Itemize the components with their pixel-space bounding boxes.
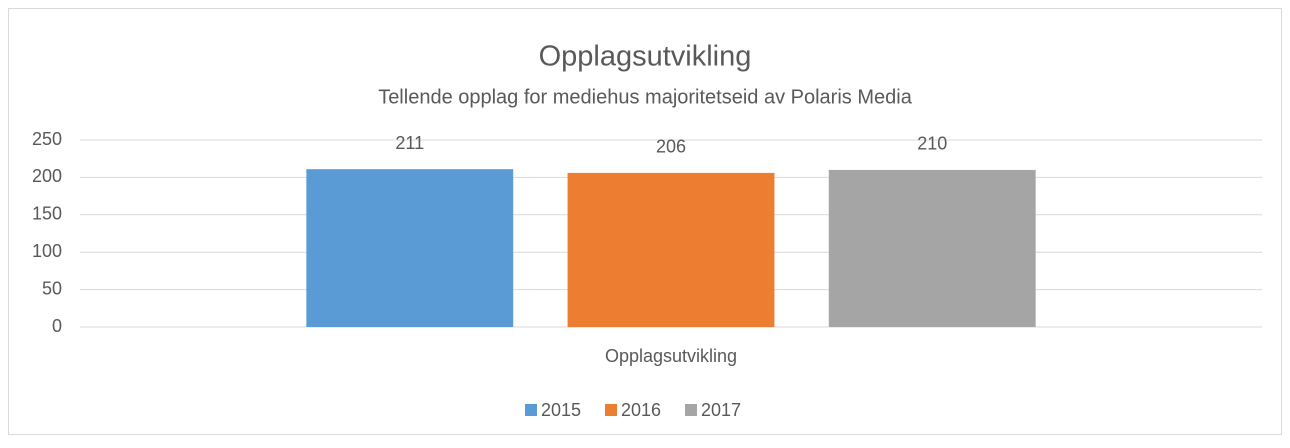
y-tick-label: 100 (32, 241, 62, 261)
y-tick-label: 0 (52, 316, 62, 336)
legend-swatch (605, 404, 617, 416)
y-tick-label: 50 (42, 278, 62, 298)
x-tick-label: Opplagsutvikling (605, 346, 737, 366)
y-tick-label: 200 (32, 166, 62, 186)
legend-label: 2016 (621, 400, 661, 420)
data-label: 211 (395, 133, 424, 153)
y-tick-label: 150 (32, 204, 62, 224)
data-label: 206 (656, 137, 686, 157)
legend-label: 2015 (541, 400, 581, 420)
bar (828, 169, 1036, 327)
chart-title: Opplagsutvikling (539, 41, 752, 73)
data-label: 210 (917, 134, 947, 154)
legend-label: 2017 (701, 400, 741, 420)
y-tick-label: 250 (32, 129, 62, 149)
bar (306, 169, 514, 327)
legend-swatch (685, 404, 697, 416)
bar (567, 172, 775, 327)
chart-subtitle: Tellende opplag for mediehus majoritetse… (378, 86, 913, 108)
legend-swatch (525, 404, 537, 416)
